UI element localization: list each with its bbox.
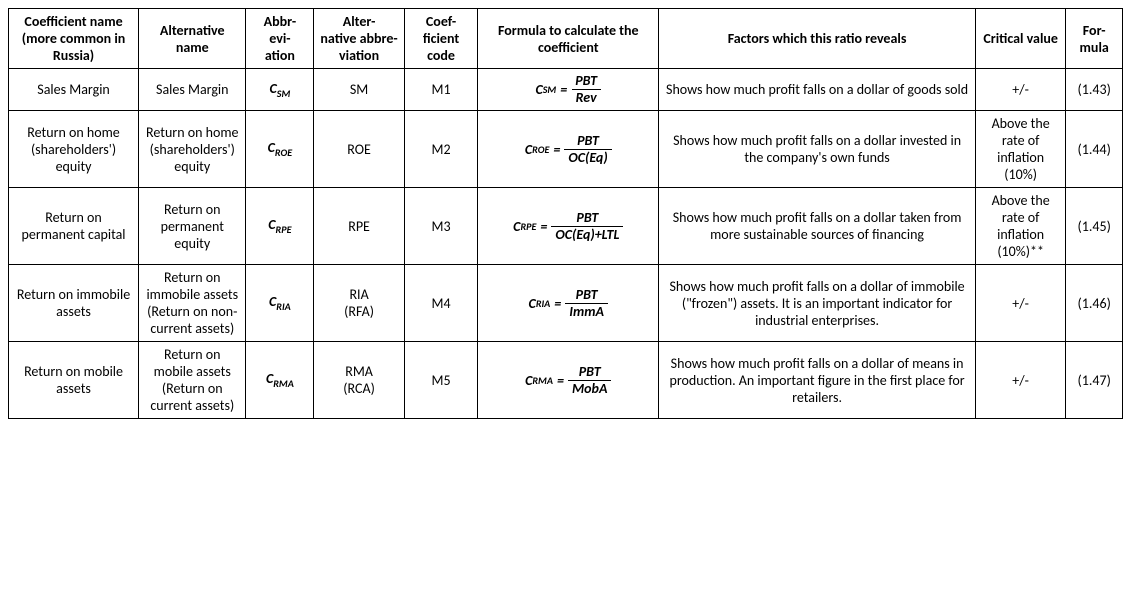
table-row: Return on mobile assetsReturn on mobile … <box>9 342 1123 419</box>
alt-name: Return on immobile assets (Return on non… <box>139 265 246 342</box>
formula: CRIA=PBTImmA <box>478 265 659 342</box>
formula-number: (1.43) <box>1066 69 1123 111</box>
alt-name: Return on mobile assets (Return on curre… <box>139 342 246 419</box>
coef-name: Sales Margin <box>9 69 139 111</box>
alt-name: Return on home (shareholders') equity <box>139 111 246 188</box>
formula: CRPE=PBTOC(Eq)+LTL <box>478 188 659 265</box>
formula: CRMA=PBTMobA <box>478 342 659 419</box>
abbreviation: CRPE <box>246 188 314 265</box>
abbreviation: CRIA <box>246 265 314 342</box>
col-header: Abbr-evi-ation <box>246 9 314 69</box>
alt-abbreviation: RIA(RFA) <box>314 265 404 342</box>
alt-name: Return on permanent equity <box>139 188 246 265</box>
col-header: Alternative name <box>139 9 246 69</box>
table-header-row: Coefficient name (more common in Russia)… <box>9 9 1123 69</box>
coef-code: M2 <box>404 111 478 188</box>
factors: Shows how much profit falls on a dollar … <box>659 188 976 265</box>
col-header: Factors which this ratio reveals <box>659 9 976 69</box>
col-header: Coef-ficient code <box>404 9 478 69</box>
formula: CSM=PBTRev <box>478 69 659 111</box>
abbreviation: CRMA <box>246 342 314 419</box>
coef-code: M3 <box>404 188 478 265</box>
table-row: Return on home (shareholders') equityRet… <box>9 111 1123 188</box>
alt-abbreviation: RPE <box>314 188 404 265</box>
critical-value: +/- <box>975 342 1065 419</box>
col-header: For-mula <box>1066 9 1123 69</box>
alt-abbreviation: ROE <box>314 111 404 188</box>
abbreviation: CSM <box>246 69 314 111</box>
abbreviation: CROE <box>246 111 314 188</box>
critical-value: +/- <box>975 69 1065 111</box>
formula-number: (1.45) <box>1066 188 1123 265</box>
factors: Shows how much profit falls on a dollar … <box>659 265 976 342</box>
coef-code: M4 <box>404 265 478 342</box>
alt-abbreviation: SM <box>314 69 404 111</box>
col-header: Coefficient name (more common in Russia) <box>9 9 139 69</box>
col-header: Alter-native abbre-viation <box>314 9 404 69</box>
table-row: Return on immobile assetsReturn on immob… <box>9 265 1123 342</box>
col-header: Critical value <box>975 9 1065 69</box>
critical-value: +/- <box>975 265 1065 342</box>
factors: Shows how much profit falls on a dollar … <box>659 342 976 419</box>
critical-value: Above the rate of inflation (10%)** <box>975 188 1065 265</box>
critical-value: Above the rate of inflation (10%) <box>975 111 1065 188</box>
coefficients-table: Coefficient name (more common in Russia)… <box>8 8 1123 419</box>
formula-number: (1.47) <box>1066 342 1123 419</box>
coef-code: M1 <box>404 69 478 111</box>
formula-number: (1.44) <box>1066 111 1123 188</box>
col-header: Formula to calculate the coefficient <box>478 9 659 69</box>
factors: Shows how much profit falls on a dollar … <box>659 111 976 188</box>
alt-name: Sales Margin <box>139 69 246 111</box>
coef-name: Return on immobile assets <box>9 265 139 342</box>
coef-code: M5 <box>404 342 478 419</box>
alt-abbreviation: RMA(RCA) <box>314 342 404 419</box>
formula-number: (1.46) <box>1066 265 1123 342</box>
coef-name: Return on home (shareholders') equity <box>9 111 139 188</box>
coef-name: Return on permanent capital <box>9 188 139 265</box>
coef-name: Return on mobile assets <box>9 342 139 419</box>
table-row: Return on permanent capitalReturn on per… <box>9 188 1123 265</box>
table-row: Sales MarginSales MarginCSMSMM1CSM=PBTRe… <box>9 69 1123 111</box>
formula: CROE=PBTOC(Eq) <box>478 111 659 188</box>
factors: Shows how much profit falls on a dollar … <box>659 69 976 111</box>
